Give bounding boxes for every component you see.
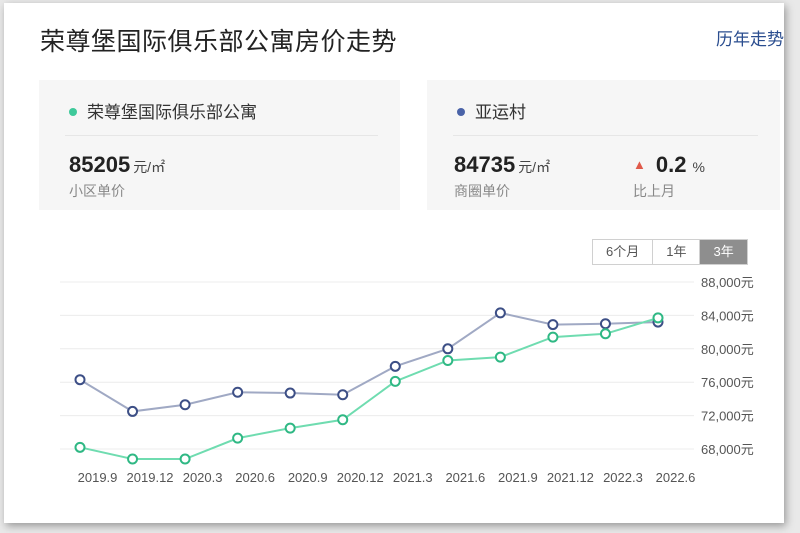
data-point — [179, 399, 191, 411]
range-tabs: 6个月 1年 3年 — [592, 239, 748, 265]
community-price-label: 小区单价 — [69, 183, 125, 199]
district-price-value: 84735 — [454, 152, 516, 177]
y-tick-label: 76,000元 — [701, 375, 754, 390]
data-point — [74, 441, 86, 453]
x-tick-label: 2020.12 — [337, 470, 384, 485]
data-point — [442, 343, 454, 355]
district-change-value: 0.2 — [655, 152, 687, 177]
data-point — [389, 375, 401, 387]
community-name: 荣尊堡国际俱乐部公寓 — [69, 98, 257, 123]
community-price: 85205 元/㎡ 小区单价 — [69, 152, 165, 201]
x-tick-label: 2020.6 — [235, 470, 275, 485]
tab-1-year[interactable]: 1年 — [653, 240, 701, 264]
data-point — [442, 354, 454, 366]
data-point — [547, 319, 559, 331]
data-point — [127, 453, 139, 465]
card-divider — [453, 135, 758, 136]
district-price: 84735 元/㎡ 商圈单价 — [454, 152, 550, 201]
x-tick-label: 2021.3 — [393, 470, 433, 485]
data-point — [389, 360, 401, 372]
district-change-label: 比上月 — [633, 183, 675, 199]
page-title: 荣尊堡国际俱乐部公寓房价走势 — [40, 28, 398, 56]
series-line — [79, 311, 659, 413]
data-point — [599, 318, 611, 330]
tab-6-months[interactable]: 6个月 — [593, 240, 654, 264]
x-tick-label: 2022.6 — [656, 470, 696, 485]
data-point — [599, 328, 611, 340]
community-name-label: 荣尊堡国际俱乐部公寓 — [87, 103, 257, 122]
y-tick-label: 88,000元 — [701, 275, 754, 290]
data-point — [547, 331, 559, 343]
series-line — [79, 316, 659, 461]
x-tick-label: 2021.9 — [498, 470, 538, 485]
district-change-unit: % — [692, 159, 705, 175]
x-tick-label: 2021.12 — [547, 470, 594, 485]
district-name: 亚运村 — [457, 98, 526, 123]
card-divider — [65, 135, 378, 136]
data-point — [494, 307, 506, 319]
community-price-unit: 元/㎡ — [133, 159, 166, 175]
x-tick-label: 2019.9 — [78, 470, 118, 485]
data-point — [232, 432, 244, 444]
x-tick-label: 2020.9 — [288, 470, 328, 485]
y-tick-label: 72,000元 — [701, 409, 754, 424]
history-trend-link[interactable]: 历年走势 — [716, 30, 784, 49]
district-dot-icon — [457, 107, 465, 116]
x-tick-label: 2019.12 — [127, 470, 174, 485]
data-point — [74, 374, 86, 386]
data-point — [494, 351, 506, 363]
price-trend-chart: 68,000元 72,000元 76,000元 80,000元 84,000元 88,00… — [60, 275, 754, 485]
tab-3-years[interactable]: 3年 — [700, 240, 747, 264]
data-point — [284, 387, 296, 399]
x-tick-label: 2021.6 — [445, 470, 485, 485]
up-arrow-icon: ▲ — [633, 157, 646, 172]
y-tick-label: 84,000元 — [701, 308, 754, 323]
x-tick-label: 2022.3 — [603, 470, 643, 485]
district-price-unit: 元/㎡ — [518, 159, 551, 175]
data-point — [127, 405, 139, 417]
district-name-label: 亚运村 — [475, 103, 526, 122]
x-tick-label: 2020.3 — [183, 470, 223, 485]
data-point — [337, 414, 349, 426]
district-price-card: 亚运村 84735 元/㎡ 商圈单价 ▲ 0.2% 比上月 — [427, 80, 780, 210]
community-price-card: 荣尊堡国际俱乐部公寓 85205 元/㎡ 小区单价 — [39, 80, 400, 210]
community-dot-icon — [69, 107, 77, 116]
data-point — [337, 389, 349, 401]
district-change: ▲ 0.2% 比上月 — [633, 152, 705, 201]
price-trend-panel: 荣尊堡国际俱乐部公寓房价走势 历年走势 荣尊堡国际俱乐部公寓 85205 元/㎡ … — [4, 3, 784, 523]
data-point — [232, 386, 244, 398]
community-price-value: 85205 — [69, 152, 131, 177]
data-point — [652, 312, 664, 324]
data-point — [284, 422, 296, 434]
y-tick-label: 80,000元 — [701, 342, 754, 357]
district-price-label: 商圈单价 — [454, 183, 510, 199]
y-tick-label: 68,000元 — [701, 442, 754, 457]
data-point — [179, 453, 191, 465]
